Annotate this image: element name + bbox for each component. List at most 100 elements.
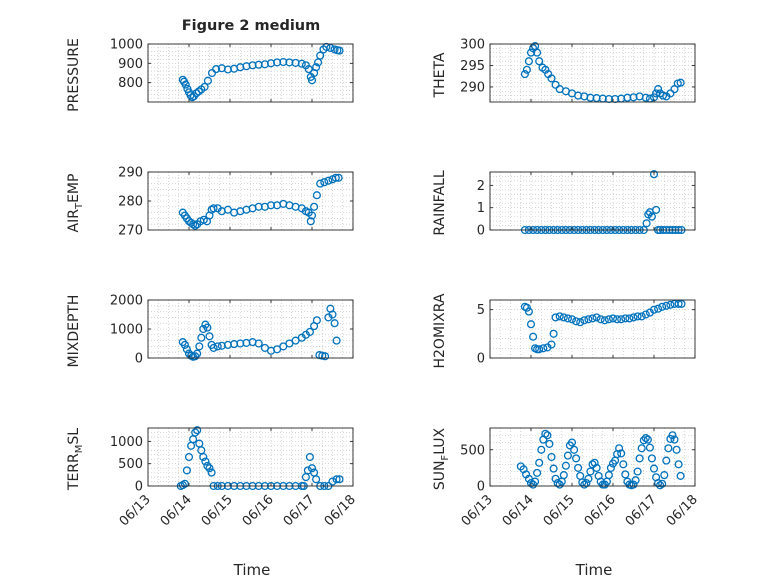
sun_flux-point <box>580 480 589 489</box>
terr_msl-point <box>305 452 314 462</box>
sun_flux-point <box>631 476 640 485</box>
y-axis-label-h2omixra: H2OMIXRA <box>432 293 448 368</box>
h2omixra-point <box>539 344 548 353</box>
h2omixra-point <box>625 314 634 323</box>
x-tick-label: 06/14 <box>500 492 537 529</box>
terr_msl-point <box>180 479 189 488</box>
sun_flux-point <box>619 460 628 469</box>
h2omixra-point <box>617 315 626 324</box>
sun_flux-point <box>537 445 546 454</box>
x-tick-label: 06/16 <box>582 492 619 529</box>
h2omixra-point <box>613 315 622 324</box>
y-axis-label-terr_msl: TERRMSL <box>66 428 85 491</box>
terr_msl-point <box>182 466 191 475</box>
terr_msl-point <box>328 477 337 486</box>
subplot-pressure: 800 900 1000 PRESSURE <box>66 38 354 112</box>
air_temp-point <box>310 202 319 211</box>
sun_flux-point <box>570 445 579 454</box>
y-tick-label: 5 <box>477 303 485 318</box>
y-tick-label: 300 <box>460 38 485 53</box>
x-tick-label: 06/13 <box>459 492 496 529</box>
y-axis-label-sun_flux: SUNFLUX <box>432 427 451 490</box>
theta-point <box>529 44 538 53</box>
terr_msl-point <box>307 464 317 473</box>
terr_msl-point <box>184 452 194 462</box>
sun_flux-point <box>559 471 568 480</box>
h2omixra-point <box>572 317 581 326</box>
air_temp-point <box>191 221 200 230</box>
h2omixra-point <box>654 304 663 313</box>
sun_flux-point <box>660 471 669 480</box>
theta-point <box>551 80 560 89</box>
pressure-point <box>194 87 203 96</box>
y-tick-label: 0 <box>477 480 485 495</box>
h2omixra-point <box>637 312 646 321</box>
y-tick-label: 800 <box>118 76 143 91</box>
h2omixra-point <box>580 316 589 325</box>
theta-point <box>652 89 661 98</box>
sun_flux-point <box>656 481 665 490</box>
terr_msl-point <box>193 426 202 435</box>
h2omixra-point <box>576 318 585 327</box>
h2omixra-point <box>529 332 538 341</box>
x-tick-label: 06/16 <box>240 492 277 529</box>
theta-point <box>533 48 542 57</box>
y-tick-label: 900 <box>118 57 143 72</box>
mixdepth-point <box>332 336 341 345</box>
pressure-point <box>248 61 257 70</box>
sun_flux-point <box>670 435 679 444</box>
pressure-point <box>297 59 306 68</box>
terr_msl-point <box>199 452 208 462</box>
sun_flux-point <box>553 479 562 488</box>
h2omixra-point <box>677 299 686 308</box>
axes-box <box>489 299 696 359</box>
subplot-rainfall: 0 1 2 RAINFALL <box>432 170 696 239</box>
y-tick-label: 270 <box>118 224 143 239</box>
terr_msl-point <box>207 468 216 477</box>
x-tick-label: 06/14 <box>158 492 195 529</box>
h2omixra-point <box>621 314 630 323</box>
y-tick-label: 1 <box>477 201 485 216</box>
air_temp-point <box>189 220 198 229</box>
theta-point <box>524 57 533 66</box>
theta-point <box>535 57 544 66</box>
pressure-point <box>181 80 190 89</box>
rainfall-point <box>649 170 659 179</box>
sun_flux-point <box>590 458 599 467</box>
sun_flux-point <box>664 444 673 453</box>
sun_flux-point <box>533 468 542 477</box>
terr_msl-point <box>205 464 214 473</box>
axes-box <box>489 171 696 231</box>
air_temp-point <box>324 176 333 185</box>
theta-point <box>526 48 536 57</box>
mixdepth-point <box>205 332 214 341</box>
air_temp-point <box>334 173 343 182</box>
mixdepth-point <box>254 339 263 348</box>
y-tick-label: 2 <box>477 179 485 194</box>
sun_flux-point <box>549 464 558 473</box>
y-axis-label-theta: THETA <box>432 52 448 98</box>
pressure-point <box>312 63 321 72</box>
h2omixra-point <box>559 313 568 322</box>
subplot-terr_msl: 0 500 1000 06/13 06/14 06/15 06/16 06/17 06/18 TE… <box>66 426 359 529</box>
sun_flux-point <box>531 477 540 486</box>
air_temp-point <box>320 178 329 187</box>
sun_flux-point <box>563 451 572 460</box>
h2omixra-point <box>588 314 597 323</box>
sun_flux-point <box>606 463 615 472</box>
sun_flux-point <box>637 444 646 453</box>
sun_flux-point <box>561 461 570 470</box>
h2omixra-point <box>547 340 556 349</box>
mixdepth-point <box>203 323 212 332</box>
air_temp-point <box>307 211 317 220</box>
sun_flux-point <box>658 479 667 488</box>
mixdepth-point <box>321 352 330 361</box>
x-axis-label-left: Time <box>233 561 271 579</box>
y-axis-label-mixdepth: MIXDEPTH <box>66 295 82 368</box>
mixdepth-point <box>305 327 314 336</box>
y-tick-label: 0 <box>477 352 485 367</box>
h2omixra-point <box>608 314 618 323</box>
sun_flux-point <box>647 454 656 463</box>
h2omixra-point <box>596 315 605 324</box>
